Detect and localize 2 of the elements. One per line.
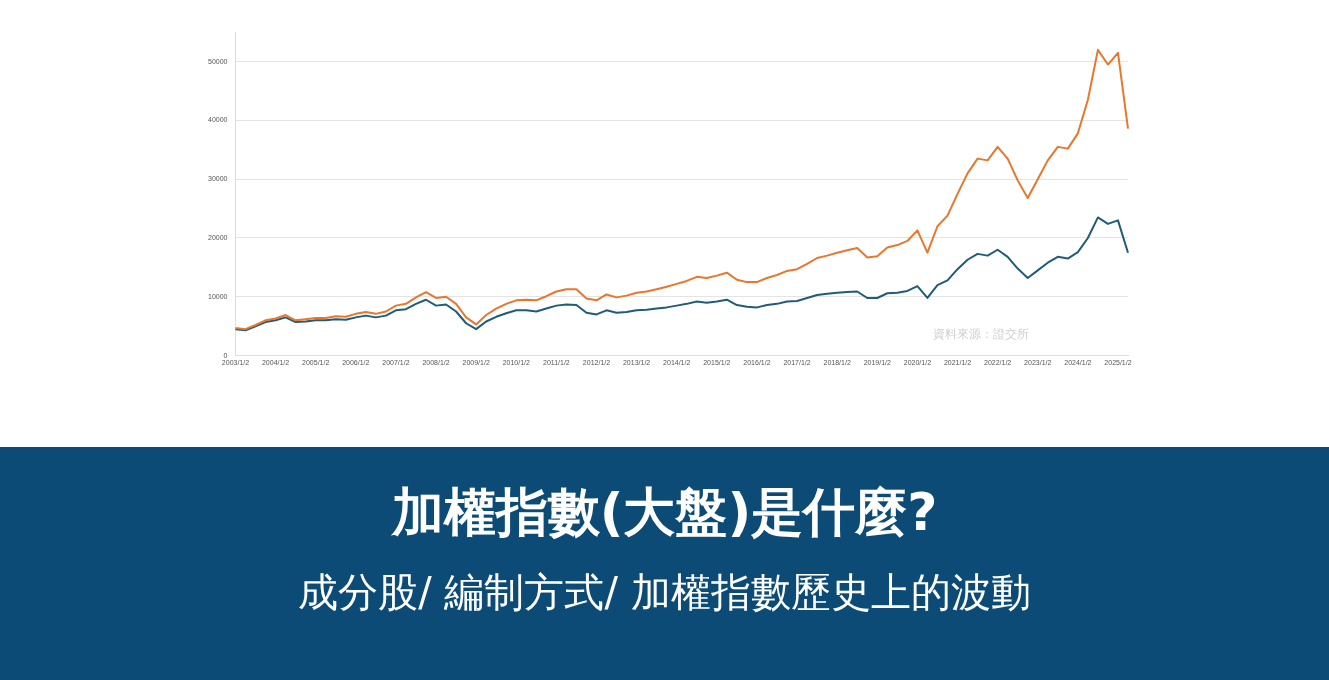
text: 加權指數(大盤)是什麼?: [390, 481, 939, 544]
text: 成分股/ 編制方式/ 加權指數歷史上的波動: [297, 568, 1032, 617]
